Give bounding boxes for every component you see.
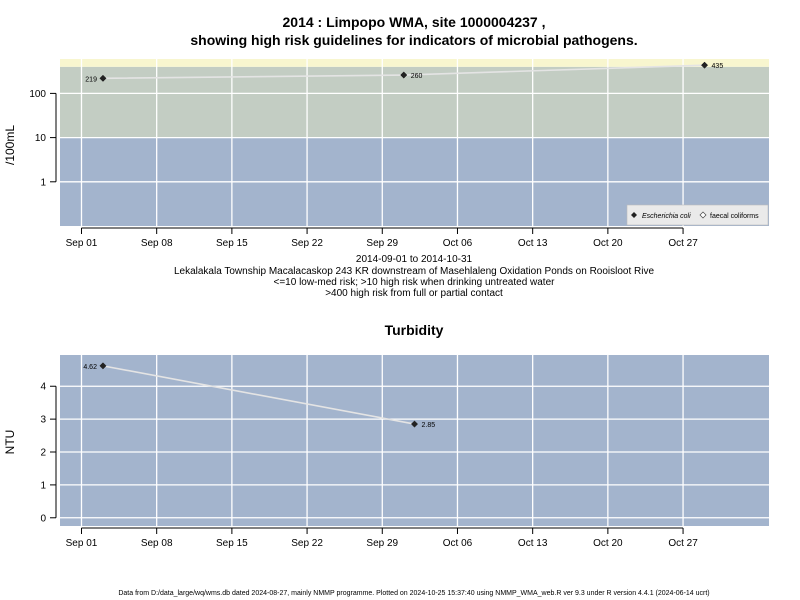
turbidity-y-axis-label: NTU xyxy=(3,430,17,455)
data-point xyxy=(700,61,709,69)
x-tick-label: Sep 01 xyxy=(66,538,98,549)
turbidity-plot-area: Sep 01 Sep 08 Sep 15 Sep 22 Sep 29 Oct 06 Oct … xyxy=(40,355,769,549)
y-tick-label: 1 xyxy=(40,177,46,188)
x-tick-label: Sep 29 xyxy=(366,238,398,249)
legend-label-faecal: faecal coliforms xyxy=(710,213,759,220)
plot-background xyxy=(60,355,769,526)
data-point xyxy=(400,71,408,79)
contact-risk-caption: >400 high risk from full or partial cont… xyxy=(325,288,503,299)
y-tick-label: 100 xyxy=(29,89,46,100)
series-line xyxy=(102,365,415,425)
x-tick-label: Oct 13 xyxy=(518,538,548,549)
chart-title-line-2: showing high risk guidelines for indicat… xyxy=(190,32,637,48)
microbial-y-axis-label: /100mL xyxy=(3,125,17,165)
risk-band xyxy=(60,59,769,67)
x-tick-label: Sep 22 xyxy=(291,238,323,249)
legend-marker-ecoli xyxy=(631,212,637,218)
data-point xyxy=(99,362,107,370)
x-tick-label: Sep 29 xyxy=(366,538,398,549)
y-tick-label: 1 xyxy=(40,480,46,491)
x-tick-label: Oct 27 xyxy=(668,238,698,249)
x-tick-label: Oct 06 xyxy=(443,538,473,549)
chart-title-line-1: 2014 : Limpopo WMA, site 1000004237 , xyxy=(283,14,546,30)
data-label: 435 xyxy=(712,63,724,70)
x-tick-label: Sep 08 xyxy=(141,238,173,249)
x-tick-label: Sep 15 xyxy=(216,538,248,549)
x-tick-label: Sep 15 xyxy=(216,238,248,249)
x-tick-label: Oct 20 xyxy=(593,238,623,249)
data-source-footer: Data from D:/data_large/wq/wms.db dated … xyxy=(118,590,709,597)
y-tick-label: 3 xyxy=(40,415,46,426)
x-tick-label: Oct 20 xyxy=(593,538,623,549)
data-label: 4.62 xyxy=(83,364,97,371)
legend: Escherichia coli faecal coliforms xyxy=(626,204,769,226)
turbidity-title: Turbidity xyxy=(385,322,444,338)
date-range-caption: 2014-09-01 to 2014-10-31 xyxy=(356,254,473,265)
site-description-caption: Lekalakala Township Macalacaskop 243 KR … xyxy=(174,266,655,277)
x-tick-label: Oct 13 xyxy=(518,238,548,249)
legend-marker-faecal xyxy=(699,211,707,219)
legend-label-ecoli: Escherichia coli xyxy=(642,213,691,220)
y-tick-label: 0 xyxy=(40,513,46,524)
x-tick-label: Sep 01 xyxy=(66,238,98,249)
data-point xyxy=(99,74,107,82)
y-tick-label: 4 xyxy=(40,382,46,393)
data-point xyxy=(410,420,419,428)
x-tick-label: Sep 22 xyxy=(291,538,323,549)
data-label: 219 xyxy=(85,76,97,83)
y-tick-label: 2 xyxy=(40,448,46,459)
y-tick-label: 10 xyxy=(35,133,47,144)
drinking-risk-caption: <=10 low-med risk; >10 high risk when dr… xyxy=(274,277,556,288)
legend-box xyxy=(626,204,769,226)
x-tick-label: Oct 27 xyxy=(668,538,698,549)
risk-band xyxy=(60,66,769,138)
x-tick-label: Oct 06 xyxy=(443,238,473,249)
microbial-plot-area: Sep 01 Sep 08 Sep 15 Sep 22 Sep 29 Oct 06 Oct … xyxy=(29,59,769,249)
data-label: 260 xyxy=(411,73,423,80)
x-tick-label: Sep 08 xyxy=(141,538,173,549)
data-label: 2.85 xyxy=(422,422,436,429)
